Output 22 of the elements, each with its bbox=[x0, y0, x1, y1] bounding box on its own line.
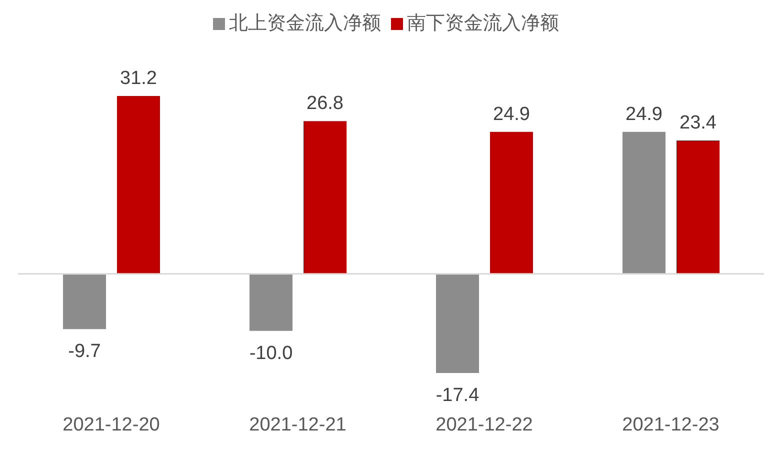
x-tick-label: 2021-12-20 bbox=[62, 414, 160, 436]
data-label: 24.9 bbox=[493, 104, 530, 125]
data-label: 23.4 bbox=[680, 112, 717, 134]
bar bbox=[117, 96, 160, 274]
bar bbox=[490, 132, 533, 274]
x-tick-label: 2021-12-21 bbox=[249, 414, 346, 436]
x-tick-label: 2021-12-23 bbox=[622, 414, 720, 436]
legend-label: 南下资金流入净额 bbox=[407, 13, 559, 34]
data-label: -17.4 bbox=[436, 385, 480, 406]
data-label: -9.7 bbox=[68, 341, 101, 362]
x-tick-label: 2021-12-22 bbox=[436, 414, 533, 436]
bar bbox=[304, 121, 346, 274]
data-label: -10.0 bbox=[249, 342, 293, 364]
data-label: 24.9 bbox=[626, 104, 662, 125]
data-label: 26.8 bbox=[306, 93, 344, 114]
data-label: 31.2 bbox=[120, 68, 157, 89]
bar bbox=[250, 274, 292, 331]
bar bbox=[676, 140, 720, 274]
bar bbox=[622, 132, 666, 274]
legend-label: 北上资金流入净额 bbox=[229, 13, 381, 34]
bar bbox=[63, 274, 106, 330]
bar bbox=[436, 274, 479, 373]
